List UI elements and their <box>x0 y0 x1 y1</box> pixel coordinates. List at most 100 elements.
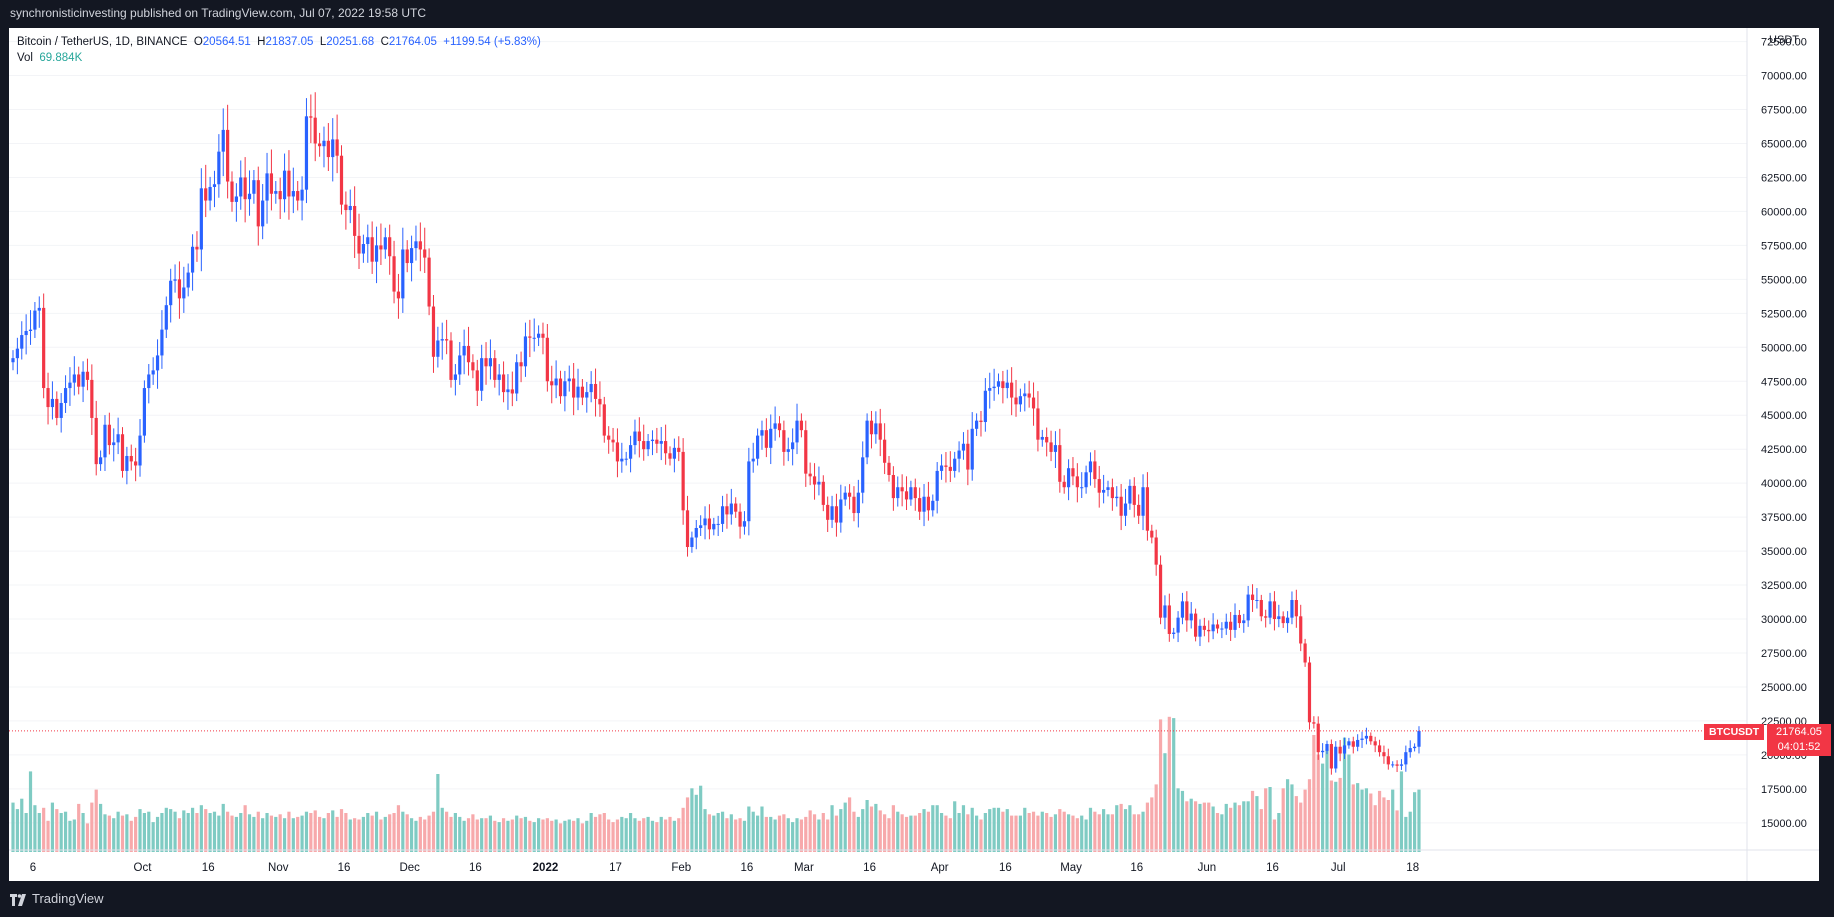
candlestick-chart[interactable]: 72500.00 70000.00 67500.00 65000.00 62500.00… <box>9 28 1819 881</box>
ohlc-line: Bitcoin / TetherUS, 1D, BINANCE O20564.5… <box>17 34 541 50</box>
volume-bar <box>795 818 799 852</box>
candle-body <box>1045 436 1049 443</box>
candle-body <box>366 237 370 245</box>
candle-body <box>120 434 125 471</box>
candle-body <box>431 306 436 357</box>
volume-bar <box>1364 788 1369 852</box>
volume-bar <box>287 811 291 852</box>
candle-body <box>427 257 431 307</box>
volume-bar <box>278 814 282 852</box>
candle-body <box>1364 735 1369 739</box>
candle-body <box>935 470 939 501</box>
volume-bar <box>265 813 269 852</box>
candle-body <box>497 374 501 380</box>
volume-bar <box>339 809 344 852</box>
vol-label[interactable]: Vol <box>17 52 33 64</box>
volume-bar <box>68 820 72 852</box>
volume-bar <box>550 820 554 852</box>
candle-body <box>567 378 571 382</box>
candle-body <box>615 442 620 462</box>
volume-bar <box>1128 805 1132 852</box>
volume-bar <box>239 813 243 852</box>
volume-bar <box>77 803 81 852</box>
candle-body <box>1010 382 1014 398</box>
candle-body <box>729 503 733 515</box>
candle-body <box>703 518 707 526</box>
candle-body <box>537 333 541 338</box>
volume-bar <box>1137 814 1141 852</box>
volume-bar <box>734 819 738 852</box>
candle-body <box>234 196 238 202</box>
volume-bar <box>572 820 576 852</box>
volume-bar <box>357 819 361 852</box>
volume-bar <box>900 814 904 852</box>
candle-body <box>707 518 712 530</box>
candle-body <box>1299 616 1303 644</box>
volume-bar <box>856 816 860 852</box>
candle-body <box>1141 487 1145 516</box>
candle-body <box>1246 594 1250 621</box>
volume-bar <box>1347 754 1351 852</box>
candle-body <box>541 333 545 338</box>
candle-body <box>1202 625 1206 630</box>
volume-bar <box>1031 811 1036 852</box>
volume-bar <box>1338 777 1342 852</box>
volume-bar <box>1299 802 1303 852</box>
candle-body <box>865 420 869 458</box>
candle-body <box>199 188 203 250</box>
volume-bar <box>1386 800 1390 852</box>
candle-body <box>134 461 138 466</box>
chart-area[interactable]: 72500.00 70000.00 67500.00 65000.00 62500.00… <box>9 28 1831 881</box>
volume-bar <box>63 811 68 852</box>
candle-body <box>72 374 76 383</box>
volume-bar <box>620 816 624 852</box>
volume-bar <box>1229 807 1233 852</box>
volume-bar <box>471 814 475 852</box>
volume-bar <box>59 813 63 852</box>
volume-bar <box>747 806 751 852</box>
volume-bar <box>488 815 493 852</box>
volume-bar <box>1040 811 1044 852</box>
volume-bar <box>1237 805 1241 852</box>
candle-body <box>593 383 598 399</box>
candle-body <box>795 420 799 443</box>
symbol-title[interactable]: Bitcoin / TetherUS, 1D, BINANCE <box>17 36 188 48</box>
candle-body <box>1211 624 1215 632</box>
candle-body <box>1356 739 1360 747</box>
volume-bar <box>11 802 15 852</box>
volume-bar <box>1277 813 1281 852</box>
candle-body <box>190 246 195 273</box>
volume-bar <box>1080 815 1084 852</box>
volume-bar <box>677 818 681 852</box>
currency-label[interactable]: USDT <box>1769 34 1799 46</box>
volume-bar <box>190 807 195 852</box>
candle-body <box>1395 764 1399 766</box>
volume-bar <box>418 816 422 852</box>
volume-bar <box>348 819 352 852</box>
candle-body <box>221 129 225 152</box>
candle-body <box>826 504 830 520</box>
candle-body <box>1342 745 1347 754</box>
x-tick-label: Dec <box>399 862 420 874</box>
volume-bar <box>169 809 173 852</box>
candle-body <box>830 506 834 520</box>
candle-body <box>1132 485 1136 505</box>
y-tick-label: 55000.00 <box>1761 274 1807 286</box>
volume-bar <box>1404 816 1408 852</box>
candle-body <box>624 458 628 460</box>
volume-bar <box>1391 789 1395 852</box>
candle-body <box>116 434 120 443</box>
y-tick-label: 30000.00 <box>1761 614 1807 626</box>
volume-bar <box>580 823 584 852</box>
candle-body <box>817 481 821 485</box>
candle-body <box>650 439 655 442</box>
tradingview-logo[interactable]: TradingView <box>10 891 104 906</box>
candle-body <box>401 249 405 299</box>
candle-body <box>388 237 392 257</box>
candle-body <box>1233 614 1237 630</box>
volume-bar <box>353 818 357 852</box>
candle-body <box>1255 600 1259 602</box>
candle-body <box>1023 393 1027 397</box>
volume-bar <box>383 816 387 852</box>
candle-body <box>195 246 199 250</box>
